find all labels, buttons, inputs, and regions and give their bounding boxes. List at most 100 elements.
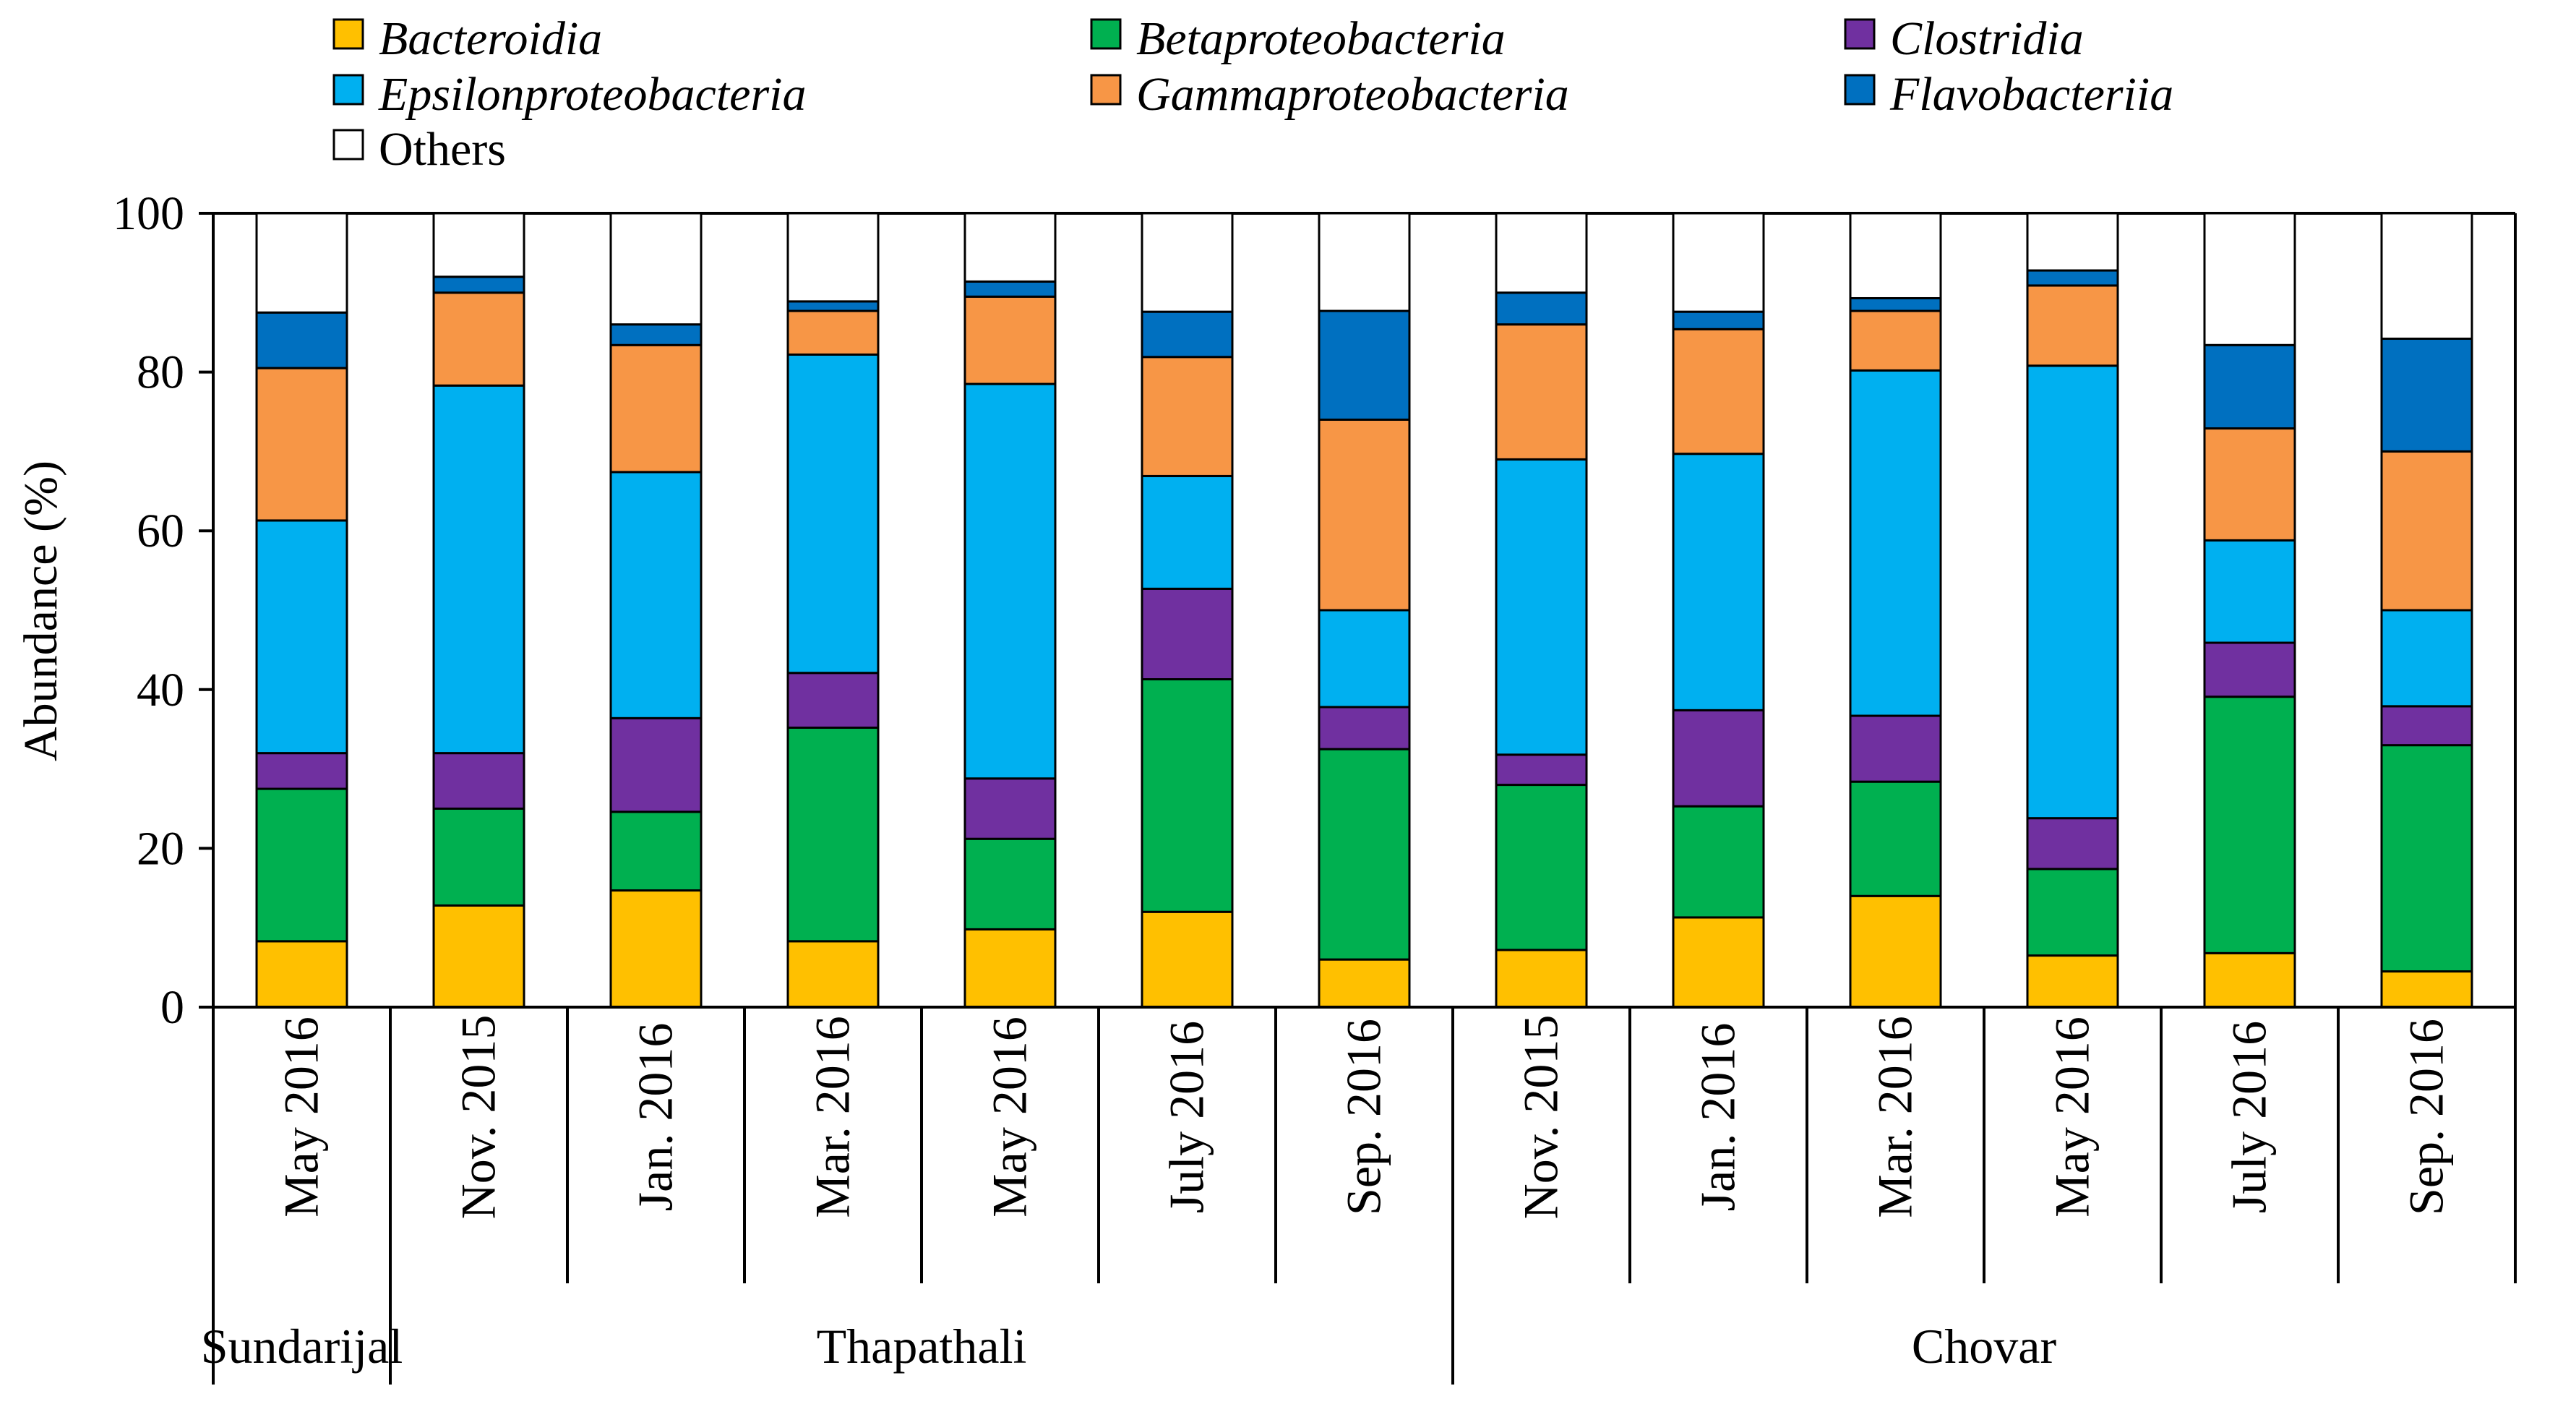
- bar-segment-gammaproteobacteria: [1849, 309, 1942, 372]
- bar-segment-bacteroidia: [609, 889, 703, 1009]
- bar-segment-flavobacteriia: [609, 323, 703, 346]
- bar-segment-clostridia: [1141, 587, 1234, 681]
- bar-segment-bacteroidia: [2026, 954, 2119, 1009]
- bar-segment-betaproteobacteria: [1495, 784, 1588, 951]
- bar-segment-clostridia: [2380, 705, 2473, 747]
- bar-segment-gammaproteobacteria: [1318, 418, 1411, 612]
- bar-segment-flavobacteriia: [963, 280, 1057, 298]
- bar-segment-epsilonproteobacteria: [432, 384, 525, 755]
- x-category-label: Jan. 2016: [628, 1023, 683, 1212]
- bar-segment-epsilonproteobacteria: [786, 353, 880, 675]
- x-category-label: May 2016: [982, 1017, 1037, 1218]
- bar-stack: [1849, 212, 1942, 1009]
- bar-segment-betaproteobacteria: [432, 808, 525, 907]
- bar-segment-epsilonproteobacteria: [1495, 458, 1588, 756]
- bar-segment-clostridia: [1672, 709, 1765, 808]
- bar-segment-betaproteobacteria: [1672, 805, 1765, 919]
- bar-segment-others: [1672, 212, 1765, 313]
- legend-swatch: [332, 18, 364, 50]
- bar-segment-bacteroidia: [2380, 970, 2473, 1009]
- x-category-label: May 2016: [274, 1017, 329, 1218]
- legend-item-bacteroidia: Bacteroidia: [332, 12, 602, 65]
- bar-segment-flavobacteriia: [1318, 309, 1411, 421]
- bar-segment-betaproteobacteria: [963, 837, 1057, 930]
- legend-label: Clostridia: [1890, 12, 2084, 65]
- bar-stack: [1141, 212, 1234, 1009]
- legend-item-gammaproteobacteria: Gammaproteobacteria: [1090, 68, 1569, 121]
- bar-segment-others: [609, 212, 703, 326]
- bar-segment-gammaproteobacteria: [2026, 284, 2119, 367]
- bar-segment-clostridia: [432, 752, 525, 810]
- bar-segment-bacteroidia: [2203, 951, 2296, 1009]
- legend-item-epsilonproteobacteria: Epsilonproteobacteria: [332, 68, 807, 121]
- bar-segment-gammaproteobacteria: [432, 291, 525, 387]
- bar-segment-flavobacteriia: [1141, 310, 1234, 359]
- legend-label: Flavobacteriia: [1889, 68, 2173, 121]
- bar-segment-bacteroidia: [963, 928, 1057, 1009]
- y-axis-title: Abundance (%): [14, 461, 67, 761]
- bar-segment-others: [1849, 212, 1942, 299]
- bar-segment-gammaproteobacteria: [609, 343, 703, 474]
- bar-segment-clostridia: [963, 777, 1057, 840]
- bar-segment-epsilonproteobacteria: [2026, 364, 2119, 820]
- legend-item-flavobacteriia: Flavobacteriia: [1844, 68, 2173, 121]
- y-axis: 0 20 40 60 80 100 Abundance (%): [14, 187, 2517, 1034]
- bar-stack: [255, 212, 348, 1009]
- x-axis: May 2016 Nov. 2015 Jan. 2016 Mar. 2016 May 2…: [201, 1006, 2517, 1385]
- legend-swatch: [1844, 74, 1876, 106]
- bar-segment-epsilonproteobacteria: [2203, 539, 2296, 644]
- bar-segment-betaproteobacteria: [255, 787, 348, 943]
- bar-stack: [1672, 212, 1765, 1009]
- bar-segment-betaproteobacteria: [1318, 748, 1411, 961]
- bar-stack: [432, 212, 525, 1009]
- bar-segment-epsilonproteobacteria: [1318, 609, 1411, 709]
- x-category-label: Jan. 2016: [1691, 1023, 1746, 1212]
- bar-segment-others: [2380, 212, 2473, 340]
- legend-swatch: [1090, 74, 1122, 106]
- x-category-label: Mar. 2016: [805, 1016, 860, 1218]
- bar-segment-gammaproteobacteria: [1495, 323, 1588, 461]
- bar-segment-betaproteobacteria: [2380, 744, 2473, 973]
- legend-label: Betaproteobacteria: [1136, 12, 1506, 65]
- bar-segment-flavobacteriia: [1849, 296, 1942, 312]
- bars: [255, 212, 2473, 1009]
- legend-item-betaproteobacteria: Betaproteobacteria: [1090, 12, 1506, 65]
- bar-segment-betaproteobacteria: [2026, 868, 2119, 957]
- bar-segment-clostridia: [786, 672, 880, 729]
- bar-segment-others: [1495, 212, 1588, 294]
- bar-segment-flavobacteriia: [2026, 269, 2119, 287]
- bar-segment-others: [963, 212, 1057, 283]
- legend-label: Gammaproteobacteria: [1136, 68, 1569, 121]
- legend-label: Bacteroidia: [379, 12, 602, 65]
- bar-segment-gammaproteobacteria: [963, 295, 1057, 385]
- bar-segment-bacteroidia: [255, 940, 348, 1009]
- bar-segment-gammaproteobacteria: [786, 309, 880, 356]
- legend-item-others: Others: [332, 123, 506, 176]
- bar-segment-others: [786, 212, 880, 303]
- bar-segment-flavobacteriia: [432, 275, 525, 294]
- bar-segment-epsilonproteobacteria: [609, 471, 703, 719]
- bar-segment-clostridia: [255, 752, 348, 790]
- bar-stack: [609, 212, 703, 1009]
- legend-swatch: [332, 129, 364, 161]
- bar-segment-clostridia: [609, 716, 703, 813]
- bar-segment-bacteroidia: [1318, 958, 1411, 1009]
- legend: Bacteroidia Betaproteobacteria Clostridia E…: [332, 12, 2173, 176]
- bar-stack: [1495, 212, 1588, 1009]
- bar-segment-betaproteobacteria: [1141, 678, 1234, 913]
- bar-segment-epsilonproteobacteria: [1141, 474, 1234, 590]
- bar-segment-clostridia: [2026, 817, 2119, 870]
- bar-stack: [2380, 212, 2473, 1009]
- bar-segment-betaproteobacteria: [609, 810, 703, 892]
- y-tick-label: 0: [160, 981, 184, 1034]
- legend-swatch: [1090, 18, 1122, 50]
- bar-segment-epsilonproteobacteria: [1849, 369, 1942, 717]
- bar-segment-bacteroidia: [1672, 916, 1765, 1009]
- y-tick-label: 20: [137, 822, 184, 875]
- x-category-label: Mar. 2016: [1868, 1016, 1923, 1218]
- bar-segment-others: [432, 212, 525, 278]
- bar-segment-bacteroidia: [1141, 910, 1234, 1009]
- x-category-label: Nov. 2015: [451, 1015, 506, 1220]
- bar-segment-flavobacteriia: [786, 300, 880, 312]
- bar-segment-others: [1141, 212, 1234, 313]
